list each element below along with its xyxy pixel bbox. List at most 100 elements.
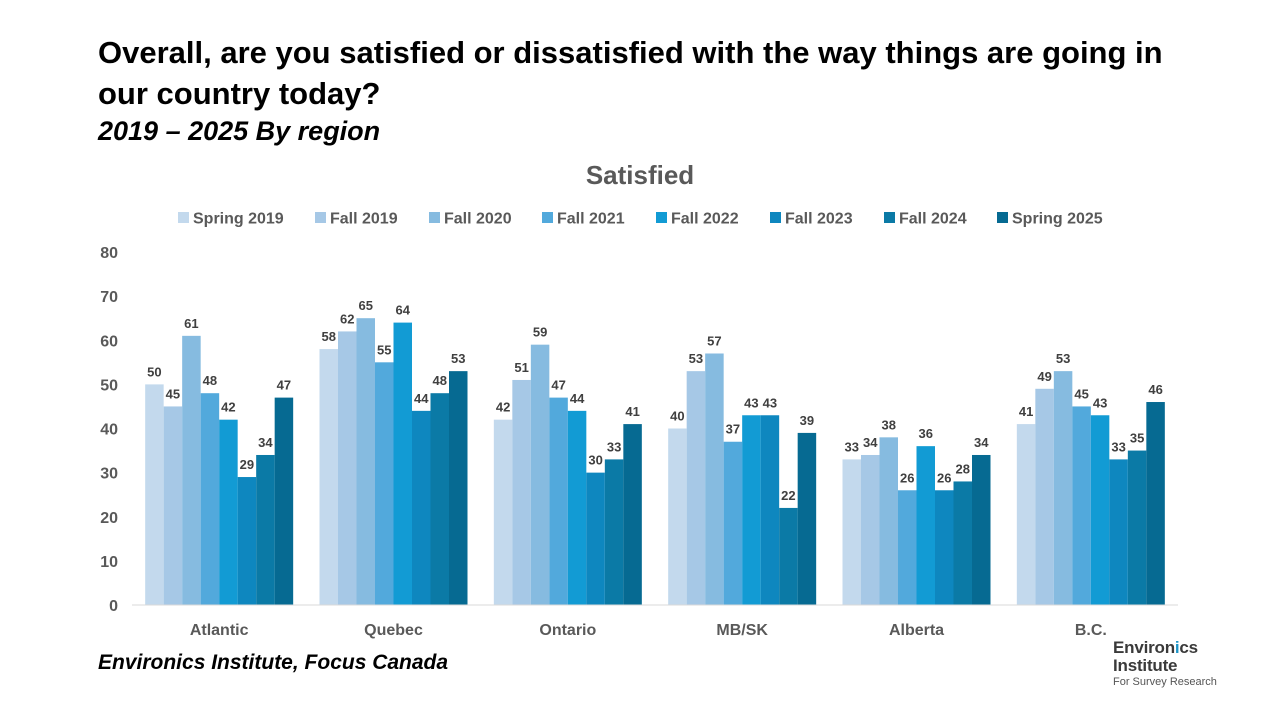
y-tick-label: 60 [100,333,118,350]
legend-item: Spring 2025 [997,211,1103,228]
bar [163,406,183,605]
data-label: 46 [1148,382,1162,397]
data-label: 43 [744,395,758,410]
legend-swatch [884,212,895,223]
data-label: 28 [956,461,970,476]
bar [686,371,706,605]
data-label: 65 [359,298,373,313]
x-tick-label: B.C. [1075,622,1107,639]
bar [842,459,861,605]
legend-item: Fall 2024 [884,211,967,228]
environics-logo: Environics Institute For Survey Research [1113,639,1217,688]
bar [219,419,238,605]
data-label: 34 [258,435,273,450]
data-label: 42 [221,400,235,415]
data-label: 58 [322,329,336,344]
bar [449,371,468,605]
data-label: 53 [1056,351,1070,366]
legend-item: Fall 2019 [315,211,398,228]
data-label: 39 [800,413,814,428]
source-note: Environics Institute, Focus Canada [98,651,449,674]
data-label: 48 [433,373,447,388]
data-label: 47 [277,378,291,393]
bar [549,397,568,605]
data-label: 49 [1037,369,1051,384]
data-label: 26 [900,470,914,485]
data-label: 55 [377,342,391,357]
bar-group: 40 53 57 37 43 43 22 39 [668,333,817,605]
data-label: 43 [763,395,777,410]
y-tick-label: 0 [109,598,118,615]
legend-swatch [656,212,667,223]
data-label: 62 [340,311,354,326]
bar [256,454,275,605]
bar-group: 42 51 59 47 44 30 33 41 [493,325,642,606]
chart-legend: Spring 2019 Fall 2019 Fall 2020 Fall 2021 Fa… [178,211,1103,228]
bar [604,459,624,605]
legend-swatch [542,212,553,223]
data-label: 34 [863,435,878,450]
bar [898,490,917,605]
legend-label: Fall 2023 [785,211,853,228]
data-label: 22 [781,488,795,503]
bar [412,410,431,605]
bar [1146,402,1165,605]
data-label: 33 [845,439,859,454]
data-label: 30 [588,453,602,468]
data-label: 50 [147,364,161,379]
legend-item: Fall 2022 [656,211,739,228]
bar [356,318,375,605]
x-tick-label: MB/SK [716,622,768,639]
bar [493,419,513,605]
legend-swatch [770,212,781,223]
data-label: 41 [625,404,639,419]
bar [338,331,357,605]
y-tick-label: 40 [100,422,118,439]
bar [623,424,642,605]
bar [375,362,394,605]
legend-swatch [315,212,326,223]
data-label: 48 [203,373,217,388]
bar [182,335,201,605]
data-label: 64 [396,303,411,318]
x-axis: Atlantic Quebec Ontario MB/SK Alberta B.C. [132,604,1178,639]
bar-group: 58 62 65 55 64 44 48 53 [319,298,468,605]
data-label: 26 [937,470,951,485]
data-label: 53 [689,351,703,366]
bar [760,415,780,605]
data-label: 35 [1130,431,1144,446]
data-label: 36 [919,426,933,441]
legend-swatch [429,212,440,223]
bar [935,490,954,605]
legend-swatch [178,212,189,223]
bar [797,432,817,605]
bar-group: 50 45 61 48 42 29 34 47 [145,316,294,606]
page-subtitle: 2019 – 2025 By region [98,116,381,146]
bar [530,344,550,605]
bar [567,410,587,605]
legend-label: Fall 2024 [899,211,967,228]
data-label: 44 [414,391,429,406]
data-label: 51 [514,360,528,375]
bar [1072,406,1091,605]
y-tick-label: 30 [100,466,118,483]
legend-label: Fall 2021 [557,211,625,228]
data-label: 40 [670,409,684,424]
bar [861,454,880,605]
bar [742,415,761,605]
data-label: 44 [570,391,585,406]
bar [705,353,724,605]
bar [1053,371,1073,605]
bar [1127,450,1147,605]
bar [145,384,164,606]
logo-name: Environics [1113,638,1198,657]
data-label: 59 [533,325,547,340]
bar [668,428,687,605]
bar [1109,459,1128,605]
data-label: 33 [607,439,621,454]
x-tick-label: Ontario [539,622,596,639]
chart-bars: 50 45 61 48 42 29 34 47 58 62 65 55 64 44 48 53 42 51 59 47… [145,298,1165,606]
legend-item: Fall 2023 [770,211,853,228]
bar [274,397,294,605]
data-label: 53 [451,351,465,366]
